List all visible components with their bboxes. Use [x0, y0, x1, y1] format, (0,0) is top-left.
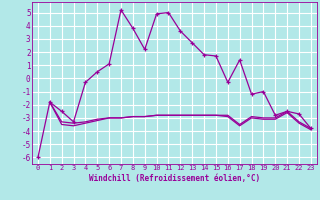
X-axis label: Windchill (Refroidissement éolien,°C): Windchill (Refroidissement éolien,°C) — [89, 174, 260, 183]
